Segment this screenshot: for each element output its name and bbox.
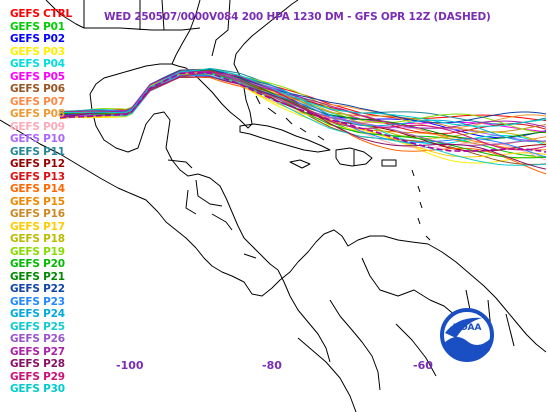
legend-item: GEFS P21 bbox=[10, 270, 65, 283]
lon-tick-label: -80 bbox=[262, 359, 282, 372]
legend-item: GEFS P23 bbox=[10, 295, 65, 308]
chart-title: WED 250507/0000V084 200 HPA 1230 DM - GF… bbox=[104, 11, 491, 23]
legend-item: GEFS P16 bbox=[10, 208, 65, 220]
legend-item: GEFS CTRL bbox=[10, 8, 73, 20]
legend-item: GEFS P12 bbox=[10, 158, 65, 170]
ensemble-contours bbox=[59, 67, 547, 175]
legend-item: GEFS P29 bbox=[10, 370, 65, 383]
member-contour bbox=[59, 71, 547, 151]
legend-item: GEFS P04 bbox=[10, 58, 65, 70]
lon-tick-label: -100 bbox=[116, 359, 144, 372]
legend-item: GEFS P13 bbox=[10, 170, 65, 183]
lon-tick-label: -60 bbox=[413, 359, 433, 372]
member-contour bbox=[59, 73, 547, 166]
legend-item: GEFS P26 bbox=[10, 333, 65, 345]
member-contour bbox=[59, 68, 547, 127]
legend-item: GEFS P02 bbox=[10, 33, 65, 45]
noaa-logo-text-layer: NOAA bbox=[453, 323, 482, 333]
gfs-opr-contour bbox=[60, 72, 547, 153]
legend-item: GEFS P18 bbox=[10, 233, 65, 245]
legend-item: GEFS P30 bbox=[10, 383, 65, 395]
legend-item: GEFS P05 bbox=[10, 70, 65, 83]
legend-item: GEFS P20 bbox=[10, 258, 65, 270]
legend-item: GEFS P28 bbox=[10, 358, 65, 370]
legend-item: GEFS P14 bbox=[10, 183, 65, 195]
member-contour bbox=[59, 76, 547, 170]
legend-item: GEFS P24 bbox=[10, 308, 65, 320]
legend-item: GEFS P07 bbox=[10, 95, 65, 108]
legend-item: GEFS P08 bbox=[10, 108, 65, 120]
legend-item: GEFS P27 bbox=[10, 345, 65, 358]
legend-item: GEFS P06 bbox=[10, 83, 65, 95]
noaa-logo-text: NOAA bbox=[453, 323, 482, 333]
legend-item: GEFS P22 bbox=[10, 283, 65, 295]
legend-item: GEFS P09 bbox=[10, 120, 65, 133]
legend-item: GEFS P19 bbox=[10, 245, 65, 258]
legend-item: GEFS P25 bbox=[10, 320, 65, 333]
legend-item: GEFS P01 bbox=[10, 20, 65, 33]
noaa-logo bbox=[440, 308, 494, 362]
legend-item: GEFS P15 bbox=[10, 195, 65, 208]
legend-item: GEFS P10 bbox=[10, 133, 65, 145]
legend-item: GEFS P17 bbox=[10, 220, 65, 233]
legend-item: GEFS P11 bbox=[10, 145, 65, 158]
legend-item: GEFS P03 bbox=[10, 45, 65, 58]
ensemble-legend: GEFS CTRL GEFS P01 GEFS P02 GEFS P03 GEFS P0… bbox=[10, 8, 72, 396]
